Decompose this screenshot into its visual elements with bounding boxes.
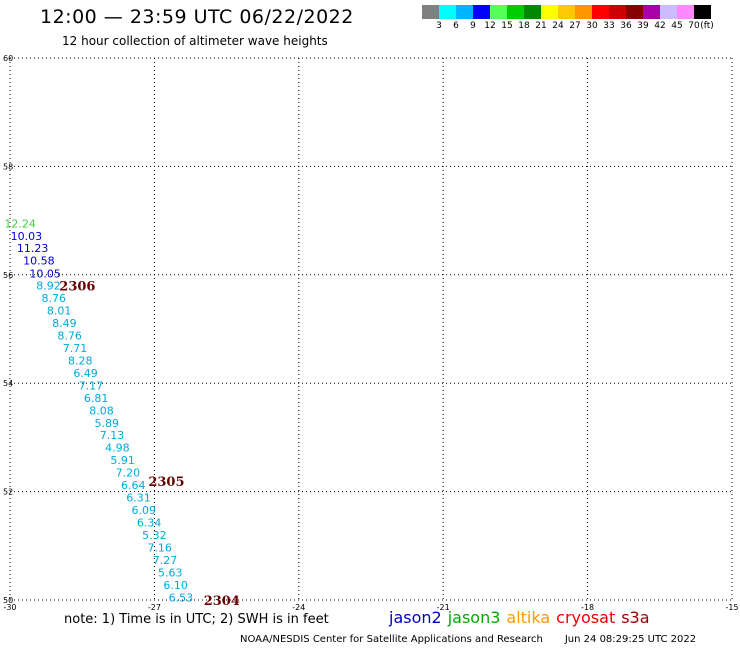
data-point-label: 6.09 (132, 504, 157, 517)
data-point-label: 8.49 (52, 317, 77, 330)
satellite-legend: jason2 jason3 altika cryosat s3a (389, 608, 656, 627)
pass-time-label: 2305 (148, 475, 184, 490)
data-point-label: 8.01 (47, 305, 72, 318)
timestamp: Jun 24 08:29:25 UTC 2022 (564, 634, 697, 645)
color-swatch (558, 5, 575, 19)
color-swatch (660, 5, 677, 19)
color-swatch (439, 5, 456, 19)
color-scale-label: 33 (603, 21, 615, 31)
color-swatch (677, 5, 694, 19)
color-scale-label: 27 (569, 21, 581, 31)
data-point-label: 10.05 (29, 268, 61, 281)
color-swatch (694, 5, 711, 19)
y-tick-label: 60 (3, 54, 13, 63)
color-scale-label: 12 (484, 21, 496, 31)
color-swatch (524, 5, 541, 19)
color-swatch (592, 5, 609, 19)
color-scale-label: 15 (501, 21, 513, 31)
x-tick-label: -27 (148, 603, 161, 612)
color-scale-swatches (422, 5, 711, 19)
data-point-label: 7.71 (63, 342, 88, 355)
data-point-label: 8.76 (57, 330, 82, 343)
x-tick-label: -24 (292, 603, 305, 612)
data-point-label: 12.24 (4, 217, 36, 230)
color-scale-label: 42 (654, 21, 666, 31)
x-tick-label: -15 (725, 603, 738, 612)
color-scale-label: 30 (586, 21, 598, 31)
satellite-cryosat: cryosat (556, 608, 616, 627)
color-scale-label: 6 (453, 21, 459, 31)
color-scale-label: 45 (671, 21, 683, 31)
color-swatch (473, 5, 490, 19)
color-scale-label: 9 (470, 21, 476, 31)
color-swatch (490, 5, 507, 19)
data-point-label: 11.23 (17, 242, 49, 255)
color-scale-label: 3 (436, 21, 442, 31)
color-scale-legend: 3 6 9 12 15 18 21 24 27 30 33 36 39 42 45 70 (ft) (422, 5, 714, 33)
data-point-label: 6.10 (163, 579, 188, 592)
data-point-label: 4.98 (105, 442, 130, 455)
y-tick-label: 50 (3, 596, 13, 605)
color-swatch (507, 5, 524, 19)
color-swatch (422, 5, 439, 19)
data-point-label: 6.81 (84, 392, 109, 405)
color-scale-unit: (ft) (700, 21, 714, 31)
y-tick-label: 54 (3, 379, 13, 388)
color-scale-label: 70 (688, 21, 700, 31)
data-point-label: 8.76 (42, 292, 67, 305)
footer-note: note: 1) Time is in UTC; 2) SWH is in fe… (64, 612, 329, 627)
data-point-label: 6.49 (73, 367, 98, 380)
data-point-label: 5.89 (94, 417, 119, 430)
data-point-label: 7.13 (100, 429, 125, 442)
color-scale-labels: 3 6 9 12 15 18 21 24 27 30 33 36 39 42 45 70 (ft) (422, 19, 714, 33)
y-tick-label: 52 (3, 488, 13, 497)
x-tick-label: -21 (437, 603, 450, 612)
satellite-s3a: s3a (621, 608, 650, 627)
color-swatch (643, 5, 660, 19)
data-point-label: 6.34 (137, 516, 162, 529)
color-swatch (609, 5, 626, 19)
color-swatch (541, 5, 558, 19)
data-point-label: 5.32 (142, 529, 167, 542)
data-point-label: 5.91 (110, 454, 135, 467)
data-point-label: 6.31 (126, 492, 151, 505)
color-scale-label: 18 (518, 21, 530, 31)
data-point-label: 8.92 (36, 280, 61, 293)
data-point-label: 10.03 (11, 230, 43, 243)
color-swatch (575, 5, 592, 19)
data-point-label: 10.58 (23, 255, 55, 268)
data-point-label: 7.20 (116, 467, 141, 480)
satellite-jason3: jason3 (447, 608, 501, 627)
data-point-label: 8.08 (89, 404, 114, 417)
color-scale-label: 24 (552, 21, 564, 31)
color-scale-label: 39 (637, 21, 649, 31)
credit-line: NOAA/NESDIS Center for Satellite Applica… (240, 634, 696, 645)
y-tick-label: 58 (3, 162, 13, 171)
data-point-label: 8.28 (68, 354, 93, 367)
x-tick-label: -18 (581, 603, 594, 612)
data-point-label: 6.53 (169, 591, 194, 604)
color-swatch (626, 5, 643, 19)
pass-time-label: 2306 (59, 280, 95, 295)
data-point-label: 7.16 (147, 541, 172, 554)
color-scale-label: 36 (620, 21, 632, 31)
data-point-label: 7.17 (79, 379, 104, 392)
data-point-label: 7.27 (153, 554, 178, 567)
color-scale-label: 21 (535, 21, 547, 31)
chart-title: 12:00 — 23:59 UTC 06/22/2022 (40, 6, 354, 28)
x-tick-label: -30 (3, 603, 16, 612)
color-swatch (456, 5, 473, 19)
data-point-label: 6.64 (121, 479, 146, 492)
pass-time-label: 2304 (204, 594, 240, 609)
satellite-jason2: jason2 (389, 608, 442, 627)
credit-text: NOAA/NESDIS Center for Satellite Applica… (240, 634, 543, 645)
data-point-label: 5.63 (158, 566, 183, 579)
y-tick-label: 56 (3, 271, 13, 280)
chart-subtitle: 12 hour collection of altimeter wave hei… (62, 34, 328, 48)
satellite-altika: altika (506, 608, 551, 627)
